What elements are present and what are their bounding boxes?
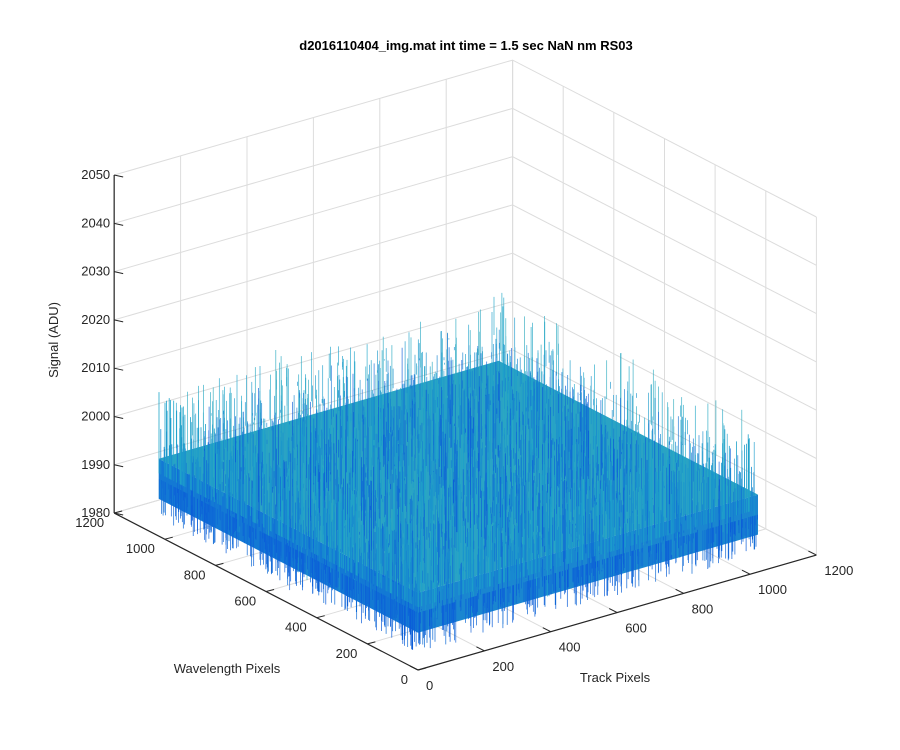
z-tick-label: 2000 xyxy=(81,408,110,423)
y-tick-mark xyxy=(265,589,275,593)
surface-bottom-fringe xyxy=(158,479,758,650)
x-tick-mark xyxy=(476,646,485,652)
chart-title: d2016110404_img.mat int time = 1.5 sec N… xyxy=(299,38,632,53)
y-axis-label: Wavelength Pixels xyxy=(174,661,281,676)
y-tick-mark xyxy=(417,667,427,671)
y-tick-mark xyxy=(114,510,123,514)
x-tick-label: 0 xyxy=(426,678,433,693)
x-tick-mark xyxy=(608,608,618,613)
surface-spikes xyxy=(158,392,755,608)
x-tick-label: 400 xyxy=(559,640,581,655)
x-tick-label: 1000 xyxy=(758,582,787,597)
y-axis-ticks: 0 200 400 600 800 1000 1200 xyxy=(75,510,427,687)
x-tick-mark xyxy=(542,627,552,633)
z-tick-mark xyxy=(114,415,124,419)
z-tick-label: 2020 xyxy=(81,312,110,327)
z-tick-mark xyxy=(114,271,124,275)
x-tick-label: 600 xyxy=(625,621,647,636)
y-tick-mark xyxy=(215,562,224,566)
z-tick-mark xyxy=(114,174,124,178)
x-axis-ticks: 0 200 400 600 800 1000 1200 xyxy=(409,550,853,693)
y-tick-mark xyxy=(367,641,376,645)
x-tick-mark xyxy=(741,569,751,575)
z-tick-mark xyxy=(114,512,124,516)
x-tick-mark xyxy=(409,665,419,671)
x-tick-label: 800 xyxy=(692,601,714,616)
y-tick-label: 600 xyxy=(234,594,256,609)
x-tick-mark xyxy=(675,588,684,594)
z-tick-label: 2030 xyxy=(81,264,110,279)
surface xyxy=(158,292,758,650)
x-tick-mark xyxy=(808,550,817,556)
y-tick-label: 0 xyxy=(401,672,408,687)
z-tick-mark xyxy=(114,319,124,323)
y-tick-label: 1000 xyxy=(126,541,155,556)
z-tick-label: 2040 xyxy=(81,215,110,230)
x-tick-label: 200 xyxy=(492,659,514,674)
y-tick-label: 400 xyxy=(285,620,307,635)
z-tick-mark xyxy=(114,464,124,468)
y-tick-mark xyxy=(164,536,173,540)
z-axis-label: Signal (ADU) xyxy=(46,302,61,378)
z-tick-mark xyxy=(114,222,124,226)
x-axis-label: Track Pixels xyxy=(580,670,651,685)
x-tick-label: 1200 xyxy=(824,563,853,578)
z-axis-ticks: 1980 1990 2000 2010 2020 2030 2040 2050 xyxy=(81,167,124,520)
z-tick-label: 2050 xyxy=(81,167,110,182)
z-tick-label: 2010 xyxy=(81,360,110,375)
y-tick-label: 1200 xyxy=(75,515,104,530)
y-tick-label: 200 xyxy=(336,646,358,661)
y-tick-mark xyxy=(316,615,325,619)
z-tick-label: 1980 xyxy=(81,505,110,520)
y-tick-label: 800 xyxy=(184,567,206,582)
z-tick-label: 1990 xyxy=(81,457,110,472)
z-tick-mark xyxy=(114,367,124,371)
